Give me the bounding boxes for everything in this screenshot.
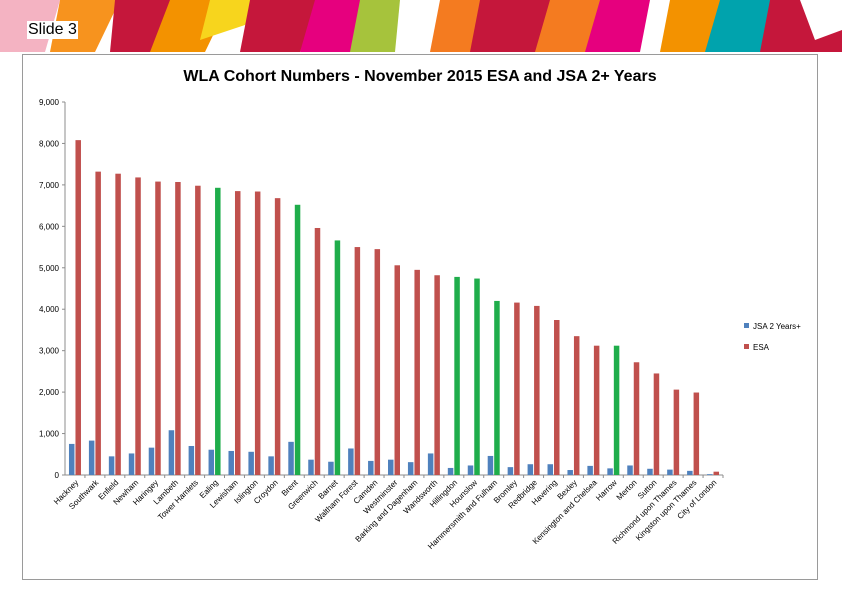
axes: 0 1,000 2,000 3,000 4,000 5,000 6,000 7,000 8,00… (39, 98, 724, 480)
bar-esa (314, 227, 321, 475)
bar-jsa (647, 468, 653, 475)
legend-swatch-esa (744, 344, 749, 349)
bar-esa (155, 181, 161, 475)
bar-jsa (427, 453, 434, 475)
bar-jsa (687, 470, 693, 475)
bar-esa-highlighted (494, 300, 500, 475)
bar-jsa (208, 449, 215, 475)
bar-jsa (308, 459, 314, 475)
chart-container: WLA Cohort Numbers - November 2015 ESA a… (22, 54, 818, 580)
bar-esa (673, 389, 680, 475)
y-tick-label: 8,000 (39, 139, 60, 148)
slide-label: Slide 3 (27, 21, 78, 39)
bar-jsa (547, 464, 554, 475)
bar-jsa (388, 459, 394, 475)
y-tick-label: 1,000 (39, 430, 60, 439)
bar-esa (75, 140, 81, 475)
bar-jsa (228, 450, 234, 475)
bar-jsa (527, 464, 534, 475)
bars (68, 140, 720, 476)
bar-jsa (128, 453, 135, 475)
bar-esa (713, 471, 720, 475)
y-tick-label: 9,000 (39, 98, 60, 107)
bar-jsa (507, 467, 514, 475)
bar-esa-highlighted (474, 278, 480, 475)
bar-esa (394, 265, 400, 475)
bar-esa (115, 173, 121, 475)
legend-label-jsa: JSA 2 Years+ (753, 322, 801, 331)
bar-esa (593, 345, 600, 475)
bar-esa-highlighted (215, 187, 221, 476)
bar-jsa (567, 470, 573, 475)
bar-esa (633, 362, 640, 475)
bar-jsa (467, 465, 474, 475)
bar-jsa (168, 430, 175, 475)
bar-jsa (248, 451, 254, 475)
decorative-banner (0, 0, 842, 52)
bar-esa (195, 185, 201, 475)
bar-esa (274, 198, 281, 475)
category-label: Merton (615, 478, 639, 502)
bar-esa (234, 191, 241, 476)
bar-esa (653, 373, 660, 475)
bar-jsa (268, 456, 274, 475)
bar-esa (693, 392, 700, 475)
bar-jsa (667, 469, 673, 475)
bar-jsa (407, 462, 414, 475)
bar-esa (175, 181, 181, 475)
bar-esa-highlighted (454, 276, 460, 475)
bar-esa (95, 171, 101, 475)
bar-jsa (68, 443, 75, 475)
bar-esa (514, 302, 520, 475)
bar-chart: WLA Cohort Numbers - November 2015 ESA a… (39, 68, 801, 551)
banner-graphic (0, 0, 842, 52)
bar-jsa (607, 468, 613, 475)
category-labels: HackneySouthwarkEnfieldNewhamHaringeyLam… (52, 477, 718, 551)
bar-jsa (447, 467, 454, 475)
bar-esa (414, 269, 420, 475)
bar-jsa (368, 460, 374, 475)
legend-label-esa: ESA (753, 343, 770, 352)
bar-jsa (188, 445, 195, 475)
y-tick-label: 3,000 (39, 347, 60, 356)
bar-jsa (328, 461, 334, 475)
bar-jsa (108, 456, 115, 475)
bar-esa (354, 247, 361, 475)
bar-jsa (288, 441, 294, 475)
bar-jsa (348, 448, 354, 475)
bar-esa-highlighted (334, 240, 341, 475)
y-tick-label: 5,000 (39, 264, 60, 273)
bar-esa (374, 249, 381, 475)
y-tick-label: 0 (55, 471, 60, 480)
bar-jsa (587, 465, 593, 475)
y-tick-label: 4,000 (39, 305, 60, 314)
y-tick-label: 7,000 (39, 181, 60, 190)
bar-esa (554, 320, 560, 475)
bar-esa (254, 191, 261, 475)
bar-jsa (627, 465, 633, 475)
legend: JSA 2 Years+ ESA (744, 322, 801, 352)
y-tick-label: 2,000 (39, 388, 60, 397)
bar-esa (434, 275, 440, 475)
bar-esa (534, 305, 540, 475)
bar-jsa (88, 440, 95, 475)
bar-esa (135, 177, 141, 475)
legend-swatch-jsa (744, 323, 749, 328)
bar-jsa (487, 455, 494, 475)
category-label: Harrow (594, 478, 619, 503)
bar-esa-highlighted (613, 345, 620, 475)
bar-jsa (707, 474, 713, 475)
bar-jsa (148, 447, 155, 475)
bar-esa (573, 336, 580, 475)
chart-title: WLA Cohort Numbers - November 2015 ESA a… (183, 68, 656, 85)
y-tick-label: 6,000 (39, 222, 60, 231)
bar-esa-highlighted (294, 204, 301, 475)
